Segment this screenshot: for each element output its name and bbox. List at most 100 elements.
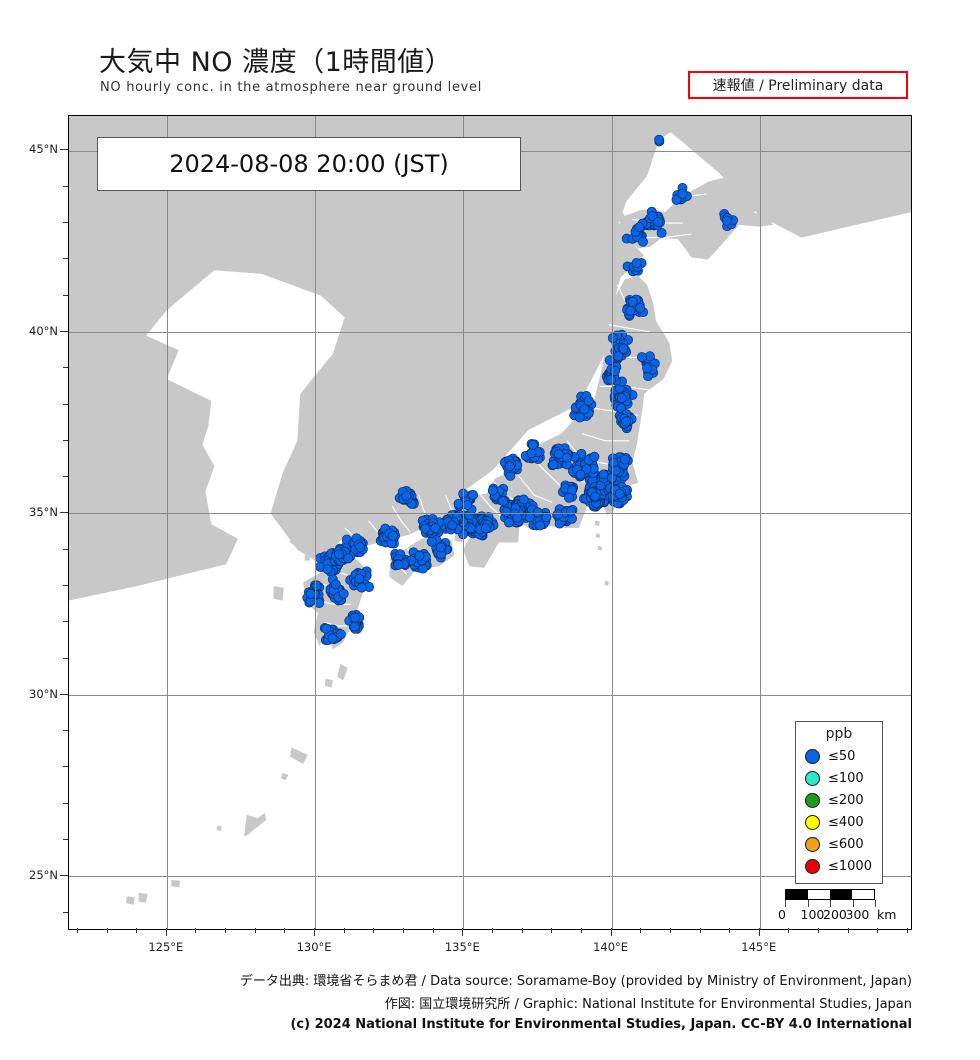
- map-canvas[interactable]: 2024-08-08 20:00 (JST) ppb ≤50 ≤100 ≤200 ≤4…: [69, 116, 911, 929]
- station-data-point[interactable]: [610, 465, 621, 476]
- station-data-point[interactable]: [426, 536, 437, 547]
- station-data-point[interactable]: [631, 258, 642, 269]
- station-data-point[interactable]: [532, 507, 543, 518]
- station-data-point[interactable]: [553, 449, 564, 460]
- station-data-point[interactable]: [526, 448, 537, 459]
- station-data-point[interactable]: [616, 393, 627, 403]
- station-data-point[interactable]: [498, 496, 509, 507]
- footer-data-source: データ出典: 環境省そらまめ君 / Data source: Soramame-…: [239, 974, 912, 989]
- station-data-point[interactable]: [311, 580, 322, 591]
- station-data-point[interactable]: [343, 553, 354, 564]
- station-data-point[interactable]: [634, 222, 645, 233]
- legend-item-label: ≤400: [828, 814, 864, 830]
- station-data-point[interactable]: [613, 351, 624, 362]
- station-data-point[interactable]: [625, 305, 636, 316]
- station-data-point[interactable]: [618, 343, 629, 354]
- station-data-point[interactable]: [354, 573, 365, 584]
- y-axis-tick: [60, 512, 68, 514]
- station-data-point[interactable]: [387, 530, 398, 541]
- station-data-point[interactable]: [330, 579, 341, 590]
- station-data-point[interactable]: [414, 550, 425, 561]
- station-data-point[interactable]: [321, 623, 332, 634]
- station-data-point[interactable]: [564, 492, 574, 503]
- legend-item[interactable]: ≤400: [796, 811, 882, 833]
- station-data-point[interactable]: [579, 404, 590, 415]
- station-data-point[interactable]: [654, 134, 665, 145]
- y-axis-minor-tick: [63, 258, 68, 260]
- station-data-point[interactable]: [721, 215, 732, 226]
- prefecture-border: [608, 324, 651, 333]
- station-data-point[interactable]: [430, 523, 441, 534]
- station-data-point[interactable]: [620, 416, 631, 427]
- station-data-point[interactable]: [635, 303, 646, 313]
- legend-item[interactable]: ≤1000: [796, 855, 882, 877]
- map-panel[interactable]: 2024-08-08 20:00 (JST) ppb ≤50 ≤100 ≤200 ≤4…: [68, 115, 912, 930]
- station-data-point[interactable]: [334, 549, 344, 560]
- station-data-point[interactable]: [401, 490, 412, 501]
- station-data-point[interactable]: [355, 542, 366, 553]
- station-data-point[interactable]: [487, 485, 498, 496]
- station-data-point[interactable]: [677, 188, 688, 199]
- station-data-point[interactable]: [575, 469, 586, 480]
- station-data-point[interactable]: [638, 236, 648, 247]
- station-data-point[interactable]: [610, 366, 620, 377]
- station-data-point[interactable]: [501, 507, 512, 517]
- station-data-point[interactable]: [590, 491, 601, 502]
- station-data-point[interactable]: [614, 488, 625, 499]
- station-data-point[interactable]: [393, 559, 404, 570]
- x-axis-label: 135°E: [444, 940, 480, 954]
- legend-item-label: ≤200: [828, 792, 864, 808]
- station-data-point[interactable]: [453, 498, 464, 509]
- legend-box[interactable]: ppb ≤50 ≤100 ≤200 ≤400 ≤600 ≤1000: [795, 721, 883, 884]
- station-data-point[interactable]: [349, 621, 360, 632]
- station-data-point[interactable]: [607, 333, 618, 343]
- station-data-point[interactable]: [656, 227, 667, 238]
- station-data-point[interactable]: [356, 582, 367, 593]
- station-data-point[interactable]: [305, 588, 316, 599]
- station-data-point[interactable]: [327, 633, 338, 644]
- landmass-polygon: [404, 466, 415, 475]
- station-data-point[interactable]: [420, 523, 431, 534]
- landmass-polygon: [770, 172, 796, 198]
- station-data-point[interactable]: [480, 523, 491, 534]
- station-data-point[interactable]: [598, 469, 609, 480]
- legend-item[interactable]: ≤600: [796, 833, 882, 855]
- legend-item[interactable]: ≤200: [796, 789, 882, 811]
- station-data-point[interactable]: [566, 506, 576, 517]
- x-axis-tick: [610, 928, 612, 936]
- station-data-point[interactable]: [606, 374, 616, 385]
- station-data-point[interactable]: [627, 297, 638, 307]
- legend-item-label: ≤600: [828, 836, 864, 852]
- station-data-point[interactable]: [528, 439, 538, 450]
- station-data-point[interactable]: [583, 395, 594, 406]
- station-data-point[interactable]: [447, 520, 458, 531]
- station-data-point[interactable]: [642, 363, 653, 374]
- station-data-point[interactable]: [589, 451, 600, 462]
- legend-item[interactable]: ≤100: [796, 767, 882, 789]
- station-data-point[interactable]: [338, 588, 349, 599]
- station-data-point[interactable]: [350, 612, 360, 623]
- station-data-point[interactable]: [322, 564, 333, 575]
- station-data-point[interactable]: [518, 494, 529, 505]
- station-data-point[interactable]: [512, 512, 523, 523]
- station-data-point[interactable]: [647, 211, 658, 222]
- station-data-point[interactable]: [604, 355, 615, 366]
- station-data-point[interactable]: [535, 520, 546, 531]
- station-data-point[interactable]: [335, 629, 346, 640]
- station-data-point[interactable]: [574, 412, 585, 423]
- landmass-polygon: [604, 580, 610, 586]
- station-data-point[interactable]: [619, 454, 630, 465]
- x-axis-minor-tick: [580, 928, 582, 933]
- station-data-point[interactable]: [504, 517, 514, 528]
- station-data-point[interactable]: [504, 461, 515, 472]
- station-data-point[interactable]: [636, 352, 647, 363]
- station-data-point[interactable]: [524, 512, 535, 523]
- station-data-point[interactable]: [548, 459, 559, 470]
- station-data-point[interactable]: [435, 542, 446, 553]
- station-data-point[interactable]: [653, 217, 664, 228]
- legend-item[interactable]: ≤50: [796, 745, 882, 767]
- station-data-point[interactable]: [468, 490, 479, 500]
- station-data-point[interactable]: [541, 512, 552, 523]
- station-data-point[interactable]: [671, 194, 682, 205]
- landmass-polygon: [289, 524, 299, 547]
